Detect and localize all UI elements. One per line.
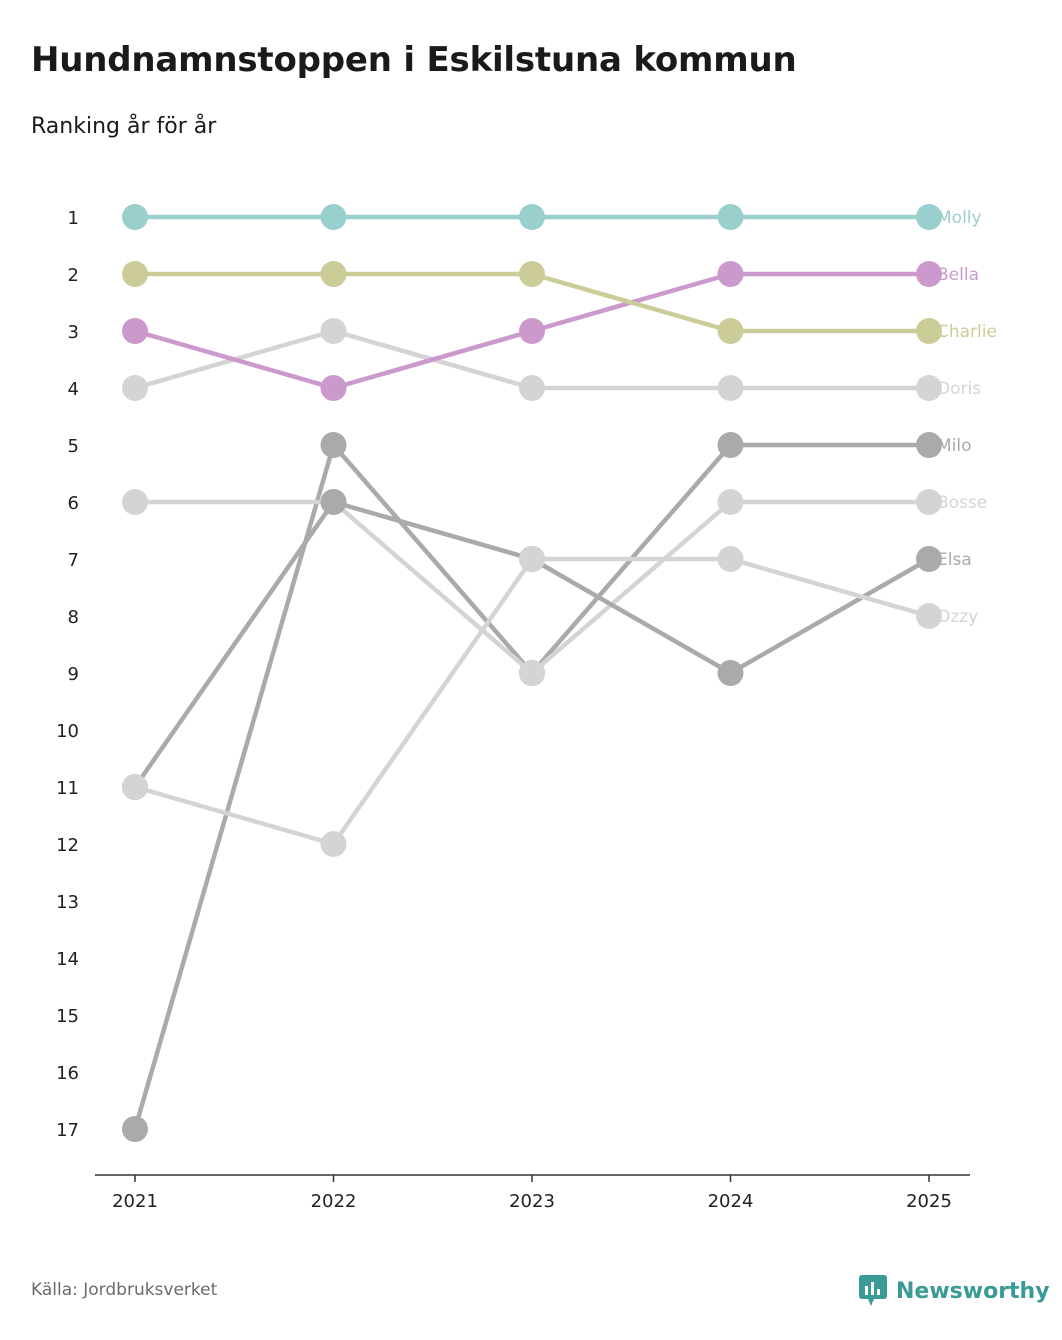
y-tick-label: 11 <box>56 778 79 799</box>
y-tick-label: 3 <box>68 322 79 343</box>
series-point-bosse <box>122 489 148 515</box>
series-label-milo: Milo <box>937 436 972 456</box>
y-tick-label: 4 <box>68 379 79 400</box>
y-tick-label: 12 <box>56 835 79 856</box>
series-point-doris <box>916 375 942 401</box>
y-tick-label: 14 <box>56 949 79 970</box>
y-tick-label: 17 <box>56 1120 79 1141</box>
y-tick-label: 10 <box>56 721 79 742</box>
series-point-bella <box>122 318 148 344</box>
y-tick-label: 8 <box>68 607 79 628</box>
y-tick-label: 5 <box>68 436 79 457</box>
x-tick-label: 2025 <box>906 1191 952 1212</box>
chart-title: Hundnamnstoppen i Eskilstuna kommun <box>31 40 797 80</box>
y-tick-label: 15 <box>56 1006 79 1027</box>
series-label-elsa: Elsa <box>937 550 972 570</box>
source-note: Källa: Jordbruksverket <box>31 1280 218 1300</box>
newsworthy-logo-icon <box>859 1275 887 1306</box>
y-tick-label: 2 <box>68 265 79 286</box>
series-label-doris: Doris <box>937 379 981 399</box>
series-point-ozzy <box>916 603 942 629</box>
y-tick-label: 1 <box>68 208 79 229</box>
series-point-molly <box>519 204 545 230</box>
series-line-bosse <box>135 499 929 676</box>
series-point-charlie <box>320 261 347 287</box>
series-label-charlie: Charlie <box>937 322 997 342</box>
x-tick-label: 2024 <box>708 1191 754 1212</box>
y-tick-label: 6 <box>68 493 79 514</box>
series-label-bella: Bella <box>937 265 979 285</box>
series-point-molly <box>320 204 347 230</box>
y-tick-label: 9 <box>68 664 79 685</box>
series-end-labels: Doris Milo Bosse Elsa Ozzy Molly Bella Charlie <box>937 208 997 627</box>
series-point-bosse <box>916 489 942 515</box>
series-point-molly <box>122 204 148 230</box>
series-line-ozzy <box>134 556 930 847</box>
brand-logo[interactable]: Newsworthy <box>858 1274 1050 1308</box>
series-point-bosse <box>717 489 744 515</box>
series-point-bella <box>519 318 545 344</box>
series-point-bella <box>320 375 347 401</box>
x-tick-label: 2022 <box>311 1191 357 1212</box>
series-point-charlie <box>519 261 545 287</box>
x-axis: 2021 2022 2023 2024 2025 <box>95 1174 970 1212</box>
series-point-elsa <box>320 489 347 515</box>
series-point-milo <box>122 1116 148 1142</box>
series-label-bosse: Bosse <box>937 493 987 513</box>
series-point-ozzy <box>122 774 148 800</box>
series-point-elsa <box>717 660 744 686</box>
series-point-charlie <box>122 261 148 287</box>
series-label-molly: Molly <box>937 208 982 228</box>
series-line-elsa <box>133 499 931 789</box>
series-point-ozzy <box>717 546 744 572</box>
y-tick-label: 7 <box>68 550 79 571</box>
brand-name: Newsworthy <box>896 1278 1050 1304</box>
series-point-doris <box>717 375 744 401</box>
series-point-ozzy <box>320 831 347 857</box>
y-tick-label: 13 <box>56 892 79 913</box>
series-point-bella <box>916 261 942 287</box>
series-label-ozzy: Ozzy <box>937 607 978 627</box>
series-point-ozzy <box>519 546 545 572</box>
series-point-elsa <box>916 546 942 572</box>
y-tick-label: 16 <box>56 1063 79 1084</box>
x-tick-label: 2023 <box>509 1191 555 1212</box>
series-point-molly <box>717 204 744 230</box>
series-point-charlie <box>916 318 942 344</box>
series-point-bosse <box>519 660 545 686</box>
series-point-charlie <box>717 318 744 344</box>
series-point-bella <box>717 261 744 287</box>
series-point-milo <box>320 432 347 458</box>
x-tick-label: 2021 <box>112 1191 158 1212</box>
series-point-milo <box>916 432 942 458</box>
series-point-doris <box>320 318 347 344</box>
series-points <box>122 204 942 1142</box>
series-point-doris <box>122 375 148 401</box>
series-point-milo <box>717 432 744 458</box>
series-point-molly <box>916 204 942 230</box>
chart-subtitle: Ranking år för år <box>31 114 217 139</box>
series-point-doris <box>519 375 545 401</box>
